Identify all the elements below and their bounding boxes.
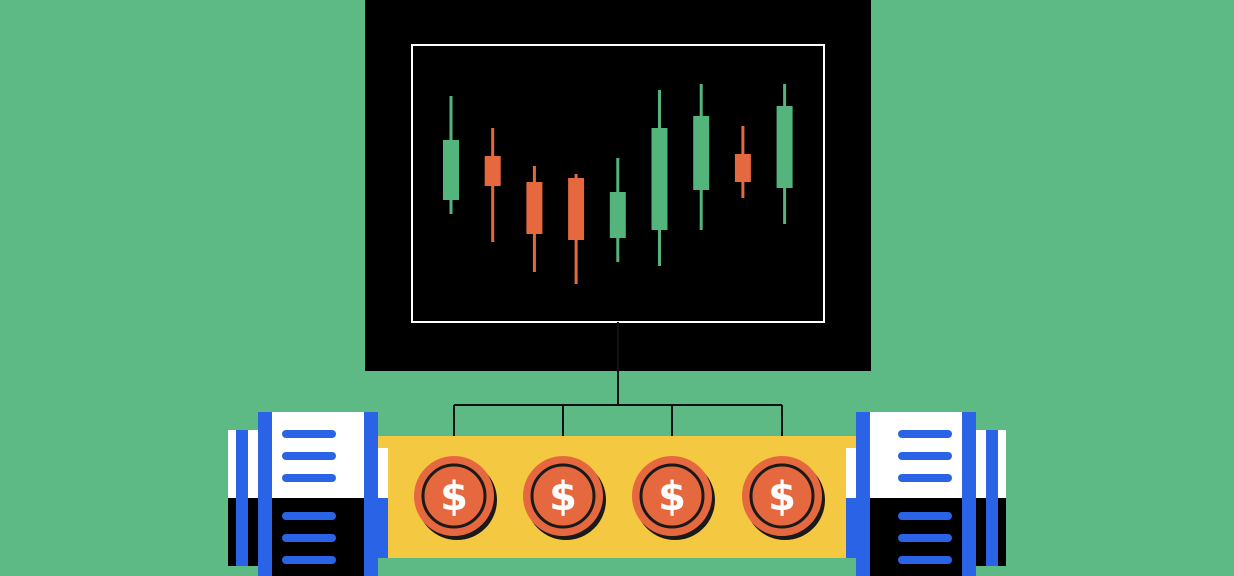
candle-body — [693, 116, 710, 190]
roller-side-cap — [976, 430, 1006, 566]
candlestick-up — [693, 84, 710, 230]
dollar-coin-icon: $ — [742, 456, 825, 540]
candlestick-down — [734, 126, 751, 198]
roller-side-cap — [228, 430, 258, 566]
candle-body — [734, 154, 751, 182]
dollar-sign-icon: $ — [768, 474, 796, 520]
dollar-coin-icon: $ — [632, 456, 715, 540]
dollar-sign-icon: $ — [549, 474, 577, 520]
candle-body — [526, 182, 543, 234]
candlestick-chart — [443, 84, 793, 284]
coin-rim — [639, 463, 705, 529]
candle-body — [443, 140, 459, 200]
coin-rim — [530, 463, 596, 529]
dollar-sign-icon: $ — [658, 474, 686, 520]
dollar-sign-icon: $ — [440, 474, 468, 520]
coin-face — [632, 456, 712, 536]
roller-drum — [856, 412, 976, 576]
candlestick-up — [443, 96, 459, 214]
candlestick-up — [776, 84, 793, 224]
candlestick-up — [609, 158, 626, 262]
roller-rim — [378, 498, 388, 558]
left-roller — [228, 412, 388, 576]
coin-face — [742, 456, 822, 536]
candle-body — [609, 192, 626, 238]
candlestick-down — [568, 174, 585, 284]
roller-drum — [258, 412, 378, 576]
candle-body — [651, 128, 668, 230]
monitor — [365, 0, 871, 371]
coin-rim — [421, 463, 487, 529]
coin-rim — [749, 463, 815, 529]
candlestick-down — [484, 128, 501, 242]
candle-body — [568, 178, 585, 240]
candlestick-up — [651, 90, 668, 266]
candlestick-down — [526, 166, 543, 272]
candle-body — [776, 106, 793, 188]
coin-face — [523, 456, 603, 536]
roller-rim — [846, 498, 856, 558]
dollar-coin-icon: $ — [414, 456, 497, 540]
right-roller — [846, 412, 1006, 576]
candle-body — [484, 156, 501, 186]
dollar-coin-icon: $ — [523, 456, 606, 540]
coin-face — [414, 456, 494, 536]
coin-row: $ $ $ $ — [414, 456, 825, 540]
